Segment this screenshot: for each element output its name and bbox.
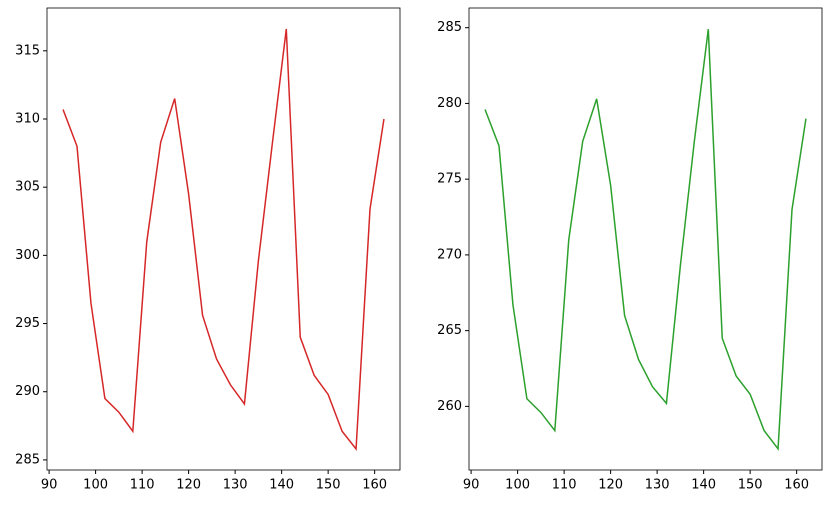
x-tick-label: 120 [176,478,201,493]
y-tick-label: 310 [15,112,40,127]
axes-frame [46,7,401,471]
x-tick-label: 90 [463,478,480,493]
y-tick-label: 260 [437,399,462,414]
x-tick-label: 100 [505,478,530,493]
x-tick-label: 90 [41,478,58,493]
line [484,29,807,451]
y-tick-label: 280 [437,96,462,111]
x-tick-label: 120 [598,478,623,493]
y-tick-label: 275 [437,172,462,187]
y-tick-label: 270 [437,247,462,262]
x-tick-label: 110 [130,478,155,493]
x-tick-label: 160 [784,478,809,493]
x-tick-label: 160 [362,478,387,493]
y-tick-label: 285 [437,20,462,35]
y-tick-label: 265 [437,323,462,338]
x-tick-label: 110 [552,478,577,493]
x-tick-label: 130 [645,478,670,493]
axes-frame [468,7,823,471]
y-tick-label: 300 [15,248,40,263]
y-tick-label: 305 [15,180,40,195]
x-tick-label: 150 [316,478,341,493]
x-tick-label: 130 [223,478,248,493]
x-tick-label: 100 [83,478,108,493]
line [62,28,385,452]
y-tick-label: 285 [15,452,40,467]
x-tick-label: 150 [738,478,763,493]
y-tick-label: 315 [15,43,40,58]
y-tick-label: 290 [15,384,40,399]
x-tick-label: 140 [691,478,716,493]
x-tick-label: 140 [269,478,294,493]
y-tick-label: 295 [15,316,40,331]
